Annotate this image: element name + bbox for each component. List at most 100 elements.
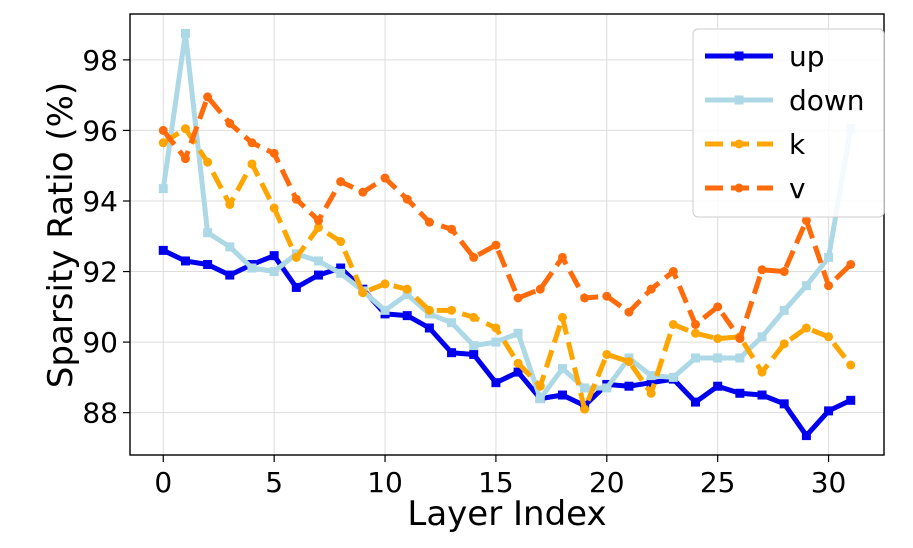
- data-point: [247, 263, 257, 273]
- data-point: [269, 267, 279, 277]
- data-point: [402, 284, 412, 294]
- data-point: [691, 319, 700, 329]
- legend: up down kv: [692, 28, 885, 218]
- data-point: [824, 281, 834, 291]
- legend-item-up: up: [705, 40, 825, 73]
- data-point: [757, 390, 767, 400]
- x-tick-label: 25: [700, 466, 736, 499]
- data-point: [513, 293, 523, 303]
- data-point: [713, 381, 723, 391]
- x-tick-label: 10: [367, 466, 403, 499]
- data-point: [225, 200, 235, 210]
- data-point: [580, 383, 590, 393]
- x-tick-label: 30: [811, 466, 847, 499]
- x-tick-label: 5: [265, 466, 283, 499]
- legend-box: [692, 28, 885, 218]
- data-point: [779, 305, 789, 315]
- data-point: [247, 138, 257, 148]
- data-point: [602, 291, 612, 301]
- data-point: [602, 349, 612, 359]
- data-point: [668, 372, 678, 382]
- data-point: [557, 312, 567, 322]
- data-point: [203, 92, 213, 102]
- data-point: [424, 217, 434, 227]
- data-point: [757, 332, 767, 342]
- data-point: [801, 431, 811, 441]
- x-axis-label: Layer Index: [407, 494, 606, 534]
- y-tick-label: 94: [82, 185, 118, 218]
- data-point: [846, 360, 856, 370]
- data-point: [380, 279, 390, 289]
- y-tick-label: 90: [82, 326, 118, 359]
- data-point: [668, 319, 678, 329]
- data-point: [314, 256, 323, 266]
- data-point: [557, 252, 567, 262]
- series-layer: [158, 28, 856, 441]
- data-point: [424, 305, 434, 315]
- data-point: [824, 252, 834, 262]
- data-point: [447, 348, 457, 358]
- data-point: [269, 251, 279, 261]
- data-point: [646, 388, 656, 398]
- data-point: [846, 395, 856, 405]
- data-point: [691, 328, 700, 338]
- data-point: [757, 367, 767, 377]
- data-point: [247, 159, 257, 169]
- legend-item-v: v: [705, 172, 806, 205]
- data-point: [336, 237, 346, 247]
- data-point: [624, 307, 634, 317]
- data-point: [535, 381, 545, 391]
- data-point: [824, 406, 834, 416]
- data-point: [225, 118, 235, 128]
- data-point: [535, 394, 545, 404]
- data-point: [291, 252, 301, 262]
- data-point: [180, 256, 190, 266]
- data-point: [557, 364, 567, 374]
- data-point: [447, 305, 457, 315]
- data-point: [269, 203, 279, 213]
- data-point: [513, 367, 523, 377]
- data-point: [180, 28, 190, 38]
- data-point: [646, 371, 656, 381]
- legend-label: v: [789, 172, 806, 205]
- data-point: [314, 222, 323, 232]
- data-point: [779, 267, 789, 277]
- legend-label: up: [789, 40, 825, 73]
- data-point: [691, 397, 700, 407]
- data-point: [358, 288, 368, 298]
- data-point: [447, 318, 457, 328]
- data-point: [624, 381, 634, 391]
- data-point: [380, 173, 390, 183]
- series-line-v: [161, 94, 853, 342]
- data-point: [180, 154, 190, 164]
- data-point: [846, 259, 856, 269]
- data-point: [668, 267, 678, 277]
- plot-frame: [129, 13, 885, 456]
- data-point: [314, 215, 323, 225]
- data-point: [469, 349, 479, 359]
- legend-marker: [734, 51, 744, 61]
- data-point: [801, 323, 811, 333]
- data-point: [491, 337, 501, 347]
- data-point: [779, 339, 789, 349]
- y-tick-label: 88: [82, 397, 118, 430]
- x-tick-label: 20: [589, 466, 625, 499]
- y-tick-label: 96: [82, 114, 118, 147]
- data-point: [225, 270, 235, 280]
- data-point: [225, 242, 235, 252]
- data-point: [646, 378, 656, 388]
- data-point: [713, 353, 723, 363]
- data-point: [424, 323, 434, 333]
- data-point: [557, 390, 567, 400]
- data-point: [491, 378, 501, 388]
- data-point: [336, 268, 346, 278]
- data-point: [203, 259, 213, 269]
- x-tick-label: 15: [478, 466, 514, 499]
- legend-label: k: [789, 128, 806, 161]
- data-point: [336, 177, 346, 187]
- data-point: [779, 399, 789, 409]
- data-point: [469, 341, 479, 351]
- data-point: [824, 332, 834, 342]
- data-point: [513, 358, 523, 368]
- data-point: [580, 293, 590, 303]
